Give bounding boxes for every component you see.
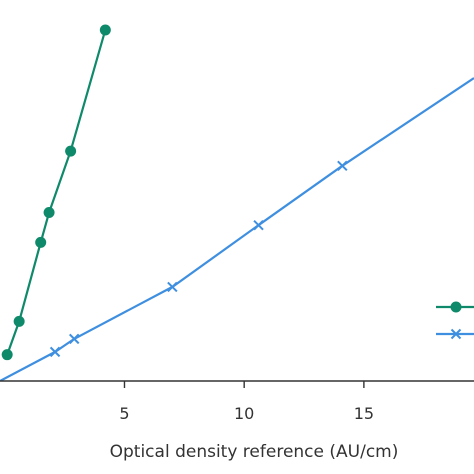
series-1-point-3 — [35, 236, 47, 248]
x-axis-title: Optical density reference (AU/cm) — [110, 442, 399, 462]
legend — [436, 301, 474, 340]
legend-entry-2 — [436, 328, 474, 340]
legend-marker-x — [450, 328, 462, 340]
series-2-point-5 — [253, 219, 264, 231]
series-1-point-4 — [43, 207, 55, 219]
series-1-point-1 — [1, 349, 13, 361]
series-1-line — [6, 29, 107, 356]
x-tick-label-15: 15 — [354, 404, 374, 423]
legend-marker-circle — [450, 301, 462, 313]
legend-entry-1 — [436, 301, 474, 313]
x-tick-label-10: 10 — [234, 404, 254, 423]
series-2 — [0, 77, 474, 381]
series-2-point-3 — [69, 333, 80, 345]
series-2-point-6 — [337, 160, 348, 172]
series-1-point-2 — [13, 315, 25, 327]
series-2-point-4 — [167, 281, 178, 293]
series-1 — [1, 24, 111, 361]
series-1-point-5 — [65, 145, 77, 157]
series-1-point-6 — [99, 24, 111, 36]
x-tick-label-5: 5 — [119, 404, 129, 423]
series-2-point-2 — [49, 346, 61, 358]
x-axis-ticks: 5 10 15 — [119, 381, 374, 423]
series-layer — [0, 24, 474, 381]
